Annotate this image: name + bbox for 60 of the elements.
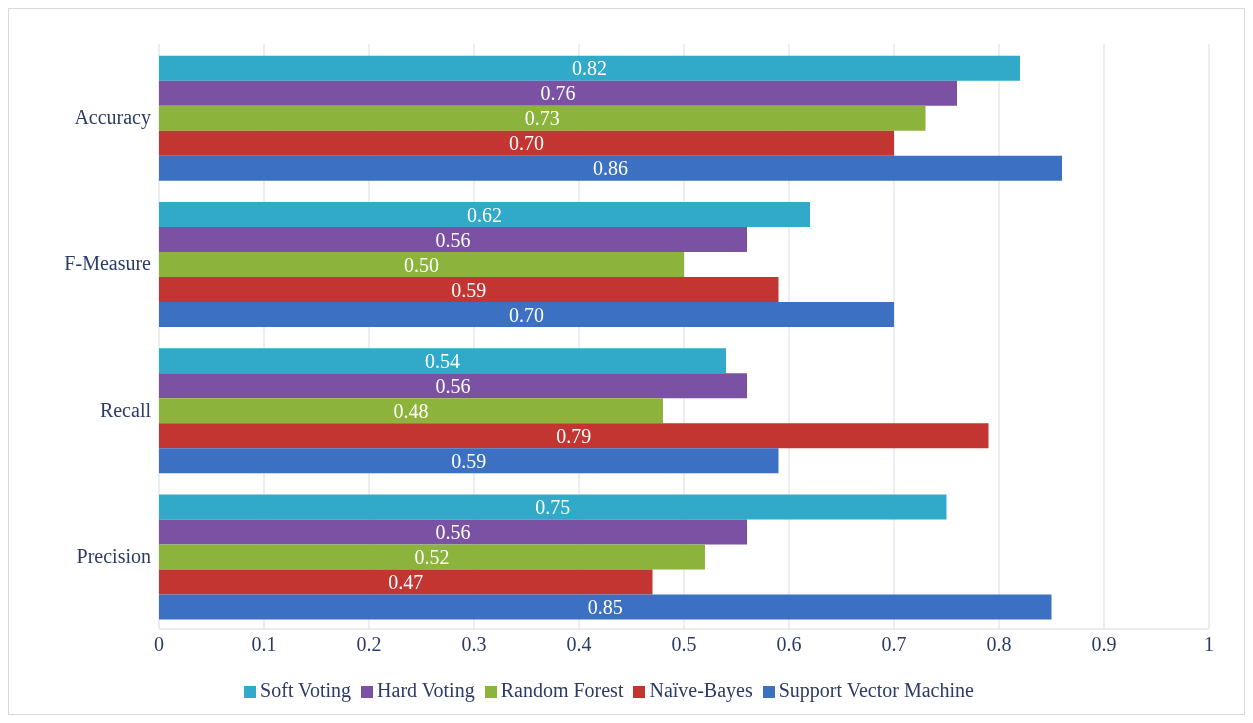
data-label: 0.76	[540, 82, 576, 105]
y-tick-label: F-Measure	[64, 252, 152, 275]
bar	[159, 226, 747, 252]
data-label: 0.48	[393, 399, 429, 422]
bar	[159, 155, 1062, 181]
bar	[159, 544, 705, 570]
y-tick-label: Precision	[76, 544, 151, 567]
legend-label: Naïve-Bayes	[649, 679, 753, 701]
data-label: 0.56	[435, 228, 471, 251]
legend-label: Random Forest	[500, 679, 624, 701]
x-tick-label: 0.4	[566, 633, 592, 656]
bar	[159, 423, 989, 449]
data-label: 0.56	[435, 521, 471, 544]
x-tick-label: 0.6	[776, 633, 802, 656]
bar	[159, 301, 894, 327]
data-label: 0.59	[451, 449, 487, 472]
bar	[159, 130, 894, 156]
data-label: 0.59	[451, 278, 487, 301]
bar	[159, 348, 726, 374]
x-tick-label: 0.3	[461, 633, 487, 656]
data-label: 0.56	[435, 374, 471, 397]
x-tick-label: 0.9	[1091, 633, 1117, 656]
data-label: 0.47	[388, 571, 424, 594]
x-tick-label: 0.8	[986, 633, 1012, 656]
bar	[159, 448, 779, 474]
bar	[159, 201, 810, 227]
data-label: 0.52	[414, 546, 450, 569]
legend-label: Hard Voting	[377, 679, 475, 701]
bar	[159, 569, 653, 595]
bar	[159, 494, 947, 520]
data-label: 0.85	[587, 596, 623, 619]
data-label: 0.86	[593, 157, 628, 180]
bar	[159, 398, 663, 424]
bar	[159, 80, 957, 106]
bar	[159, 276, 779, 302]
data-label: 0.62	[467, 203, 502, 226]
data-label: 0.79	[556, 424, 592, 447]
data-label: 0.54	[425, 349, 460, 372]
data-label: 0.75	[535, 496, 571, 519]
data-label: 0.82	[572, 57, 607, 80]
y-tick-label: Recall	[99, 398, 152, 421]
x-tick-label: 0.5	[671, 633, 697, 656]
data-label: 0.70	[509, 132, 544, 155]
x-tick-label: 0.1	[251, 633, 277, 656]
x-tick-label: 0	[154, 633, 164, 656]
data-label: 0.70	[509, 303, 544, 326]
x-tick-label: 0.2	[356, 633, 382, 656]
x-tick-label: 1	[1204, 633, 1214, 656]
legend-label: Support Vector Machine	[778, 679, 974, 701]
bar	[159, 105, 926, 131]
data-label: 0.73	[524, 107, 560, 130]
bar	[159, 55, 1020, 81]
legend-label: Soft Voting	[260, 679, 352, 701]
x-tick-label: 0.7	[881, 633, 907, 656]
bar	[159, 251, 684, 277]
bar	[159, 594, 1052, 620]
bar	[159, 519, 747, 545]
bar	[159, 373, 747, 399]
data-label: 0.50	[404, 253, 439, 276]
y-tick-label: Accuracy	[74, 106, 151, 130]
